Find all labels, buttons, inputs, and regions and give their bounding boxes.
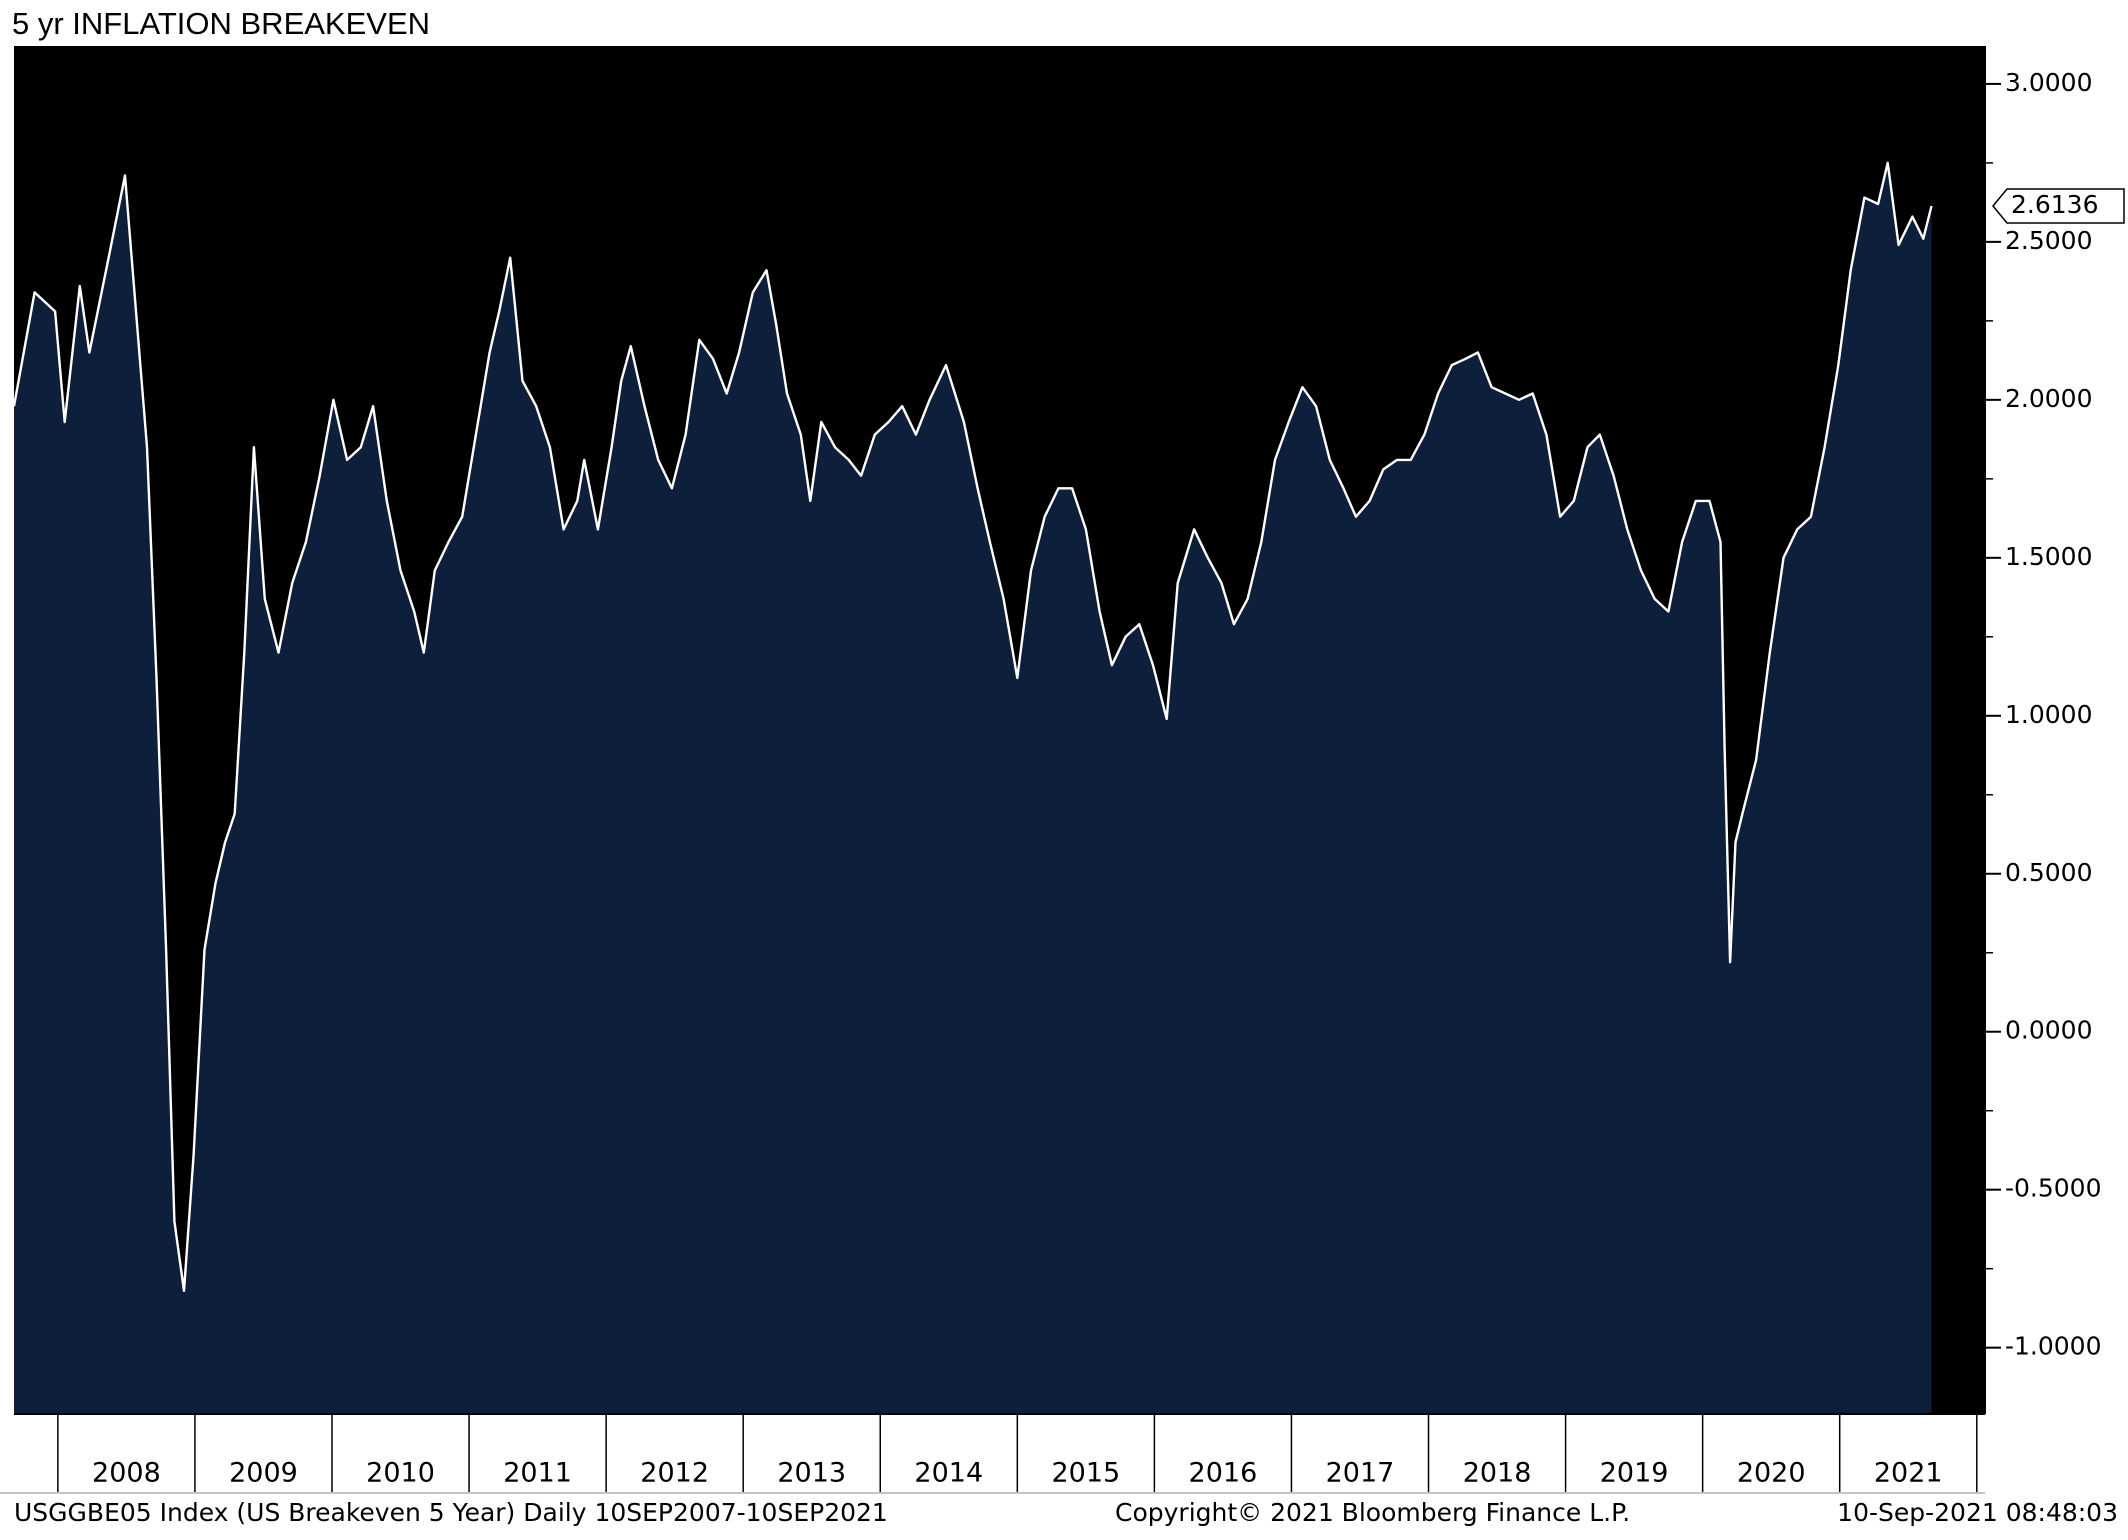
footer-center: Copyright© 2021 Bloomberg Finance L.P. [1115, 1498, 1630, 1527]
x-tick-label: 2016 [1189, 1458, 1258, 1489]
y-tick-label: 1.0000 [2005, 700, 2092, 729]
footer-left: USGGBE05 Index (US Breakeven 5 Year) Dai… [14, 1498, 888, 1527]
line [12, 161, 1933, 1292]
x-tick-label: 2021 [1874, 1458, 1943, 1489]
y-tick-label: 1.5000 [2005, 542, 2092, 571]
area-fill [14, 162, 1932, 1414]
y-tick-label: 2.0000 [2005, 384, 2092, 413]
y-tick-label: 3.0000 [2005, 68, 2092, 97]
x-tick-label: 2009 [229, 1458, 298, 1489]
x-tick-label: 2015 [1051, 1458, 1120, 1489]
last-price-tag [1992, 188, 2125, 224]
x-tick-label: 2018 [1463, 1458, 1532, 1489]
y-tick-label: -1.0000 [2005, 1332, 2102, 1361]
y-tick-label: -0.5000 [2005, 1174, 2102, 1203]
x-tick-label: 2010 [366, 1458, 435, 1489]
y-tick-label: 0.5000 [2005, 858, 2092, 887]
x-tick-label: 2011 [503, 1458, 572, 1489]
x-tick-label: 2020 [1737, 1458, 1806, 1489]
x-tick-label: 2013 [777, 1458, 846, 1489]
y-tick-label: 2.5000 [2005, 226, 2092, 255]
chart-title: 5 yr INFLATION BREAKEVEN [12, 6, 430, 41]
footer-right: 10-Sep-2021 08:48:03 [1837, 1498, 2118, 1527]
x-tick-label: 2017 [1326, 1458, 1395, 1489]
x-tick-label: 2019 [1600, 1458, 1669, 1489]
last-price-label: 2.6136 [2011, 190, 2098, 219]
x-tick-label: 2008 [92, 1458, 161, 1489]
y-tick-label: 0.0000 [2005, 1016, 2092, 1045]
x-tick-label: 2012 [640, 1458, 709, 1489]
x-tick-label: 2014 [914, 1458, 983, 1489]
